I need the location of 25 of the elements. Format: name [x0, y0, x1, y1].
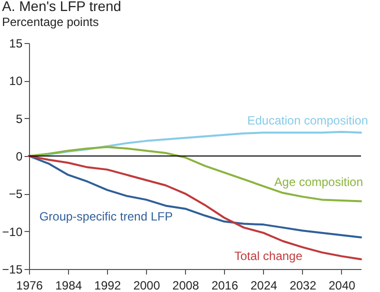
x-tick-label: 2000: [133, 278, 160, 292]
y-axis-title: Percentage points: [2, 15, 99, 29]
y-tick-label: 10: [9, 74, 23, 88]
y-tick-label: −15: [2, 262, 23, 276]
series-label: Education composition: [247, 114, 368, 128]
x-tick-label: 2040: [328, 278, 356, 292]
line-series: [28, 146, 362, 202]
x-tick-label: 2032: [290, 278, 317, 292]
y-tick-label: 0: [16, 150, 23, 164]
y-tick-label: 5: [16, 112, 23, 126]
y-tick-label: 15: [9, 36, 23, 50]
x-tick-label: 2016: [211, 278, 238, 292]
chart-title: A. Men's LFP trend: [2, 0, 122, 14]
x-tick-label: 2008: [172, 278, 200, 292]
x-tick-label: 1984: [55, 278, 82, 292]
x-tick-label: 2024: [250, 278, 278, 292]
x-tick-label: 1976: [16, 278, 44, 292]
line-series: [28, 155, 362, 238]
y-tick-label: −10: [2, 224, 23, 239]
y-tick-label: −5: [8, 187, 23, 202]
line-series: [28, 155, 362, 260]
series-label: Group-specific trend LFP: [39, 210, 173, 224]
series-label: Total change: [234, 249, 303, 264]
x-tick-label: 1992: [94, 278, 122, 292]
series-label: Age composition: [274, 175, 363, 190]
